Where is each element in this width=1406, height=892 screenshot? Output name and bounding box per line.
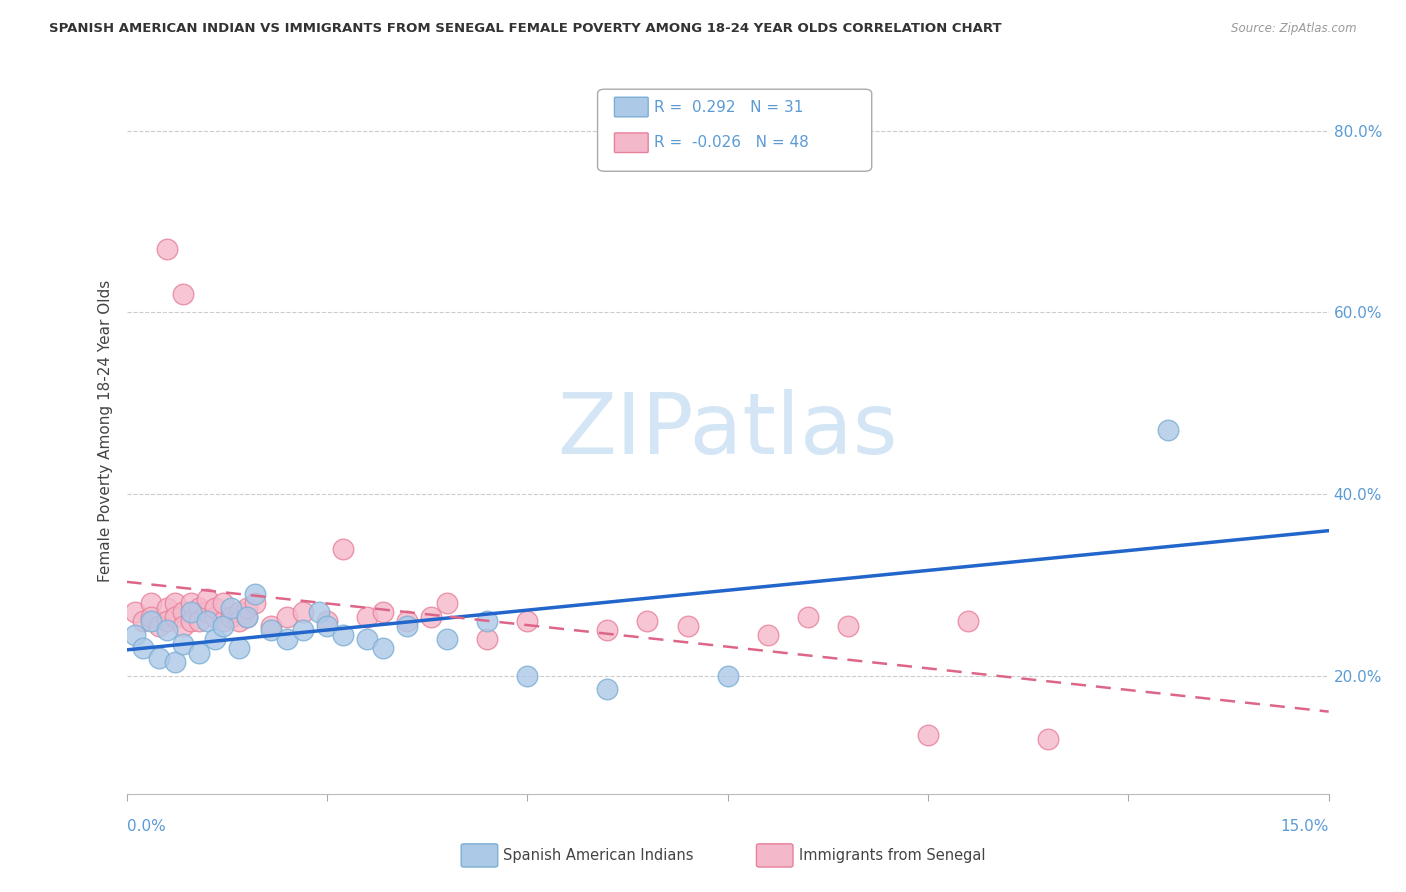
Point	[211, 596, 233, 610]
Point	[163, 655, 186, 669]
Point	[235, 609, 259, 624]
Point	[315, 619, 337, 633]
Point	[219, 600, 242, 615]
Point	[235, 600, 259, 615]
Point	[204, 600, 226, 615]
Y-axis label: Female Poverty Among 18-24 Year Olds: Female Poverty Among 18-24 Year Olds	[97, 279, 112, 582]
Text: Spanish American Indians: Spanish American Indians	[503, 848, 693, 863]
Point	[837, 619, 859, 633]
Point	[148, 619, 170, 633]
Point	[260, 619, 283, 633]
Point	[956, 614, 979, 628]
Point	[796, 609, 818, 624]
Point	[475, 632, 498, 647]
Point	[180, 596, 202, 610]
Point	[180, 614, 202, 628]
Point	[155, 614, 177, 628]
Point	[308, 605, 330, 619]
Point	[195, 605, 218, 619]
Point	[172, 287, 194, 301]
Point	[716, 669, 740, 683]
Text: SPANISH AMERICAN INDIAN VS IMMIGRANTS FROM SENEGAL FEMALE POVERTY AMONG 18-24 YE: SPANISH AMERICAN INDIAN VS IMMIGRANTS FR…	[49, 22, 1002, 36]
Text: R =  -0.026   N = 48: R = -0.026 N = 48	[654, 136, 808, 150]
Point	[155, 624, 177, 638]
Point	[1157, 424, 1180, 438]
Text: ZIPatlas: ZIPatlas	[557, 389, 898, 472]
Point	[243, 596, 266, 610]
Point	[371, 641, 394, 656]
Point	[356, 609, 378, 624]
Point	[139, 614, 162, 628]
Point	[396, 614, 419, 628]
Point	[276, 609, 298, 624]
Point	[139, 609, 162, 624]
Point	[332, 628, 354, 642]
Point	[291, 605, 314, 619]
Point	[291, 624, 314, 638]
Point	[475, 614, 498, 628]
Point	[195, 614, 218, 628]
Point	[516, 669, 538, 683]
Point	[228, 641, 250, 656]
Point	[260, 624, 283, 638]
Point	[163, 596, 186, 610]
Text: R =  0.292   N = 31: R = 0.292 N = 31	[654, 100, 803, 114]
Point	[204, 632, 226, 647]
Point	[139, 596, 162, 610]
Point	[124, 605, 146, 619]
Text: 0.0%: 0.0%	[127, 820, 166, 834]
Point	[155, 242, 177, 256]
Text: 15.0%: 15.0%	[1281, 820, 1329, 834]
Point	[187, 646, 209, 660]
Point	[396, 619, 419, 633]
Point	[155, 600, 177, 615]
Point	[211, 619, 233, 633]
Point	[211, 614, 233, 628]
Point	[131, 614, 153, 628]
Point	[228, 614, 250, 628]
Point	[636, 614, 658, 628]
Point	[172, 619, 194, 633]
Text: Source: ZipAtlas.com: Source: ZipAtlas.com	[1232, 22, 1357, 36]
Point	[204, 609, 226, 624]
Point	[131, 641, 153, 656]
Point	[917, 728, 939, 742]
Point	[180, 605, 202, 619]
Point	[516, 614, 538, 628]
Point	[219, 609, 242, 624]
Point	[332, 541, 354, 556]
Point	[187, 600, 209, 615]
Point	[235, 609, 259, 624]
Point	[596, 624, 619, 638]
Point	[436, 596, 458, 610]
Point	[356, 632, 378, 647]
Point	[243, 587, 266, 601]
Point	[756, 628, 779, 642]
Point	[195, 591, 218, 606]
Point	[676, 619, 699, 633]
Point	[1038, 732, 1060, 747]
Point	[187, 614, 209, 628]
Point	[420, 609, 443, 624]
Point	[124, 628, 146, 642]
Point	[172, 605, 194, 619]
Point	[436, 632, 458, 647]
Point	[371, 605, 394, 619]
Text: Immigrants from Senegal: Immigrants from Senegal	[799, 848, 986, 863]
Point	[163, 609, 186, 624]
Point	[276, 632, 298, 647]
Point	[315, 614, 337, 628]
Point	[228, 605, 250, 619]
Point	[172, 637, 194, 651]
Point	[596, 682, 619, 697]
Point	[148, 650, 170, 665]
